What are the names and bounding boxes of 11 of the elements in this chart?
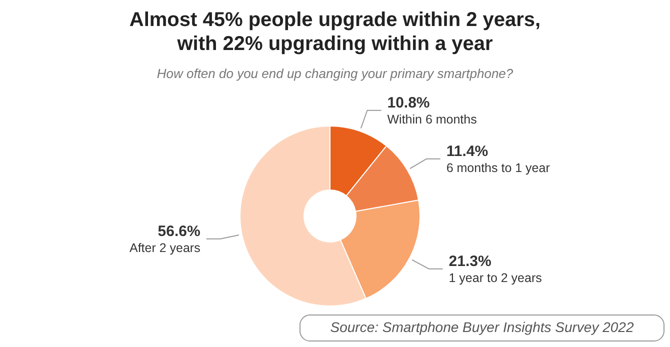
- slice-label: 1 year to 2 years: [448, 270, 542, 285]
- chart-subtitle: How often do you end up changing your primary smartphone?: [156, 66, 514, 81]
- slice-label: 6 months to 1 year: [446, 160, 550, 175]
- slice-label: After 2 years: [129, 240, 200, 255]
- chart-title: Almost 45% people upgrade within 2 years, with 22% upgrading within a year: [129, 9, 541, 55]
- source-note: Source: Smartphone Buyer Insights Survey 2022: [330, 319, 634, 335]
- data-label: 21.3%: [448, 252, 492, 270]
- data-label: 10.8%: [387, 94, 430, 112]
- data-label: 11.4%: [446, 142, 488, 160]
- slice-label: Within 6 months: [387, 112, 477, 126]
- data-label: 56.6%: [158, 222, 200, 240]
